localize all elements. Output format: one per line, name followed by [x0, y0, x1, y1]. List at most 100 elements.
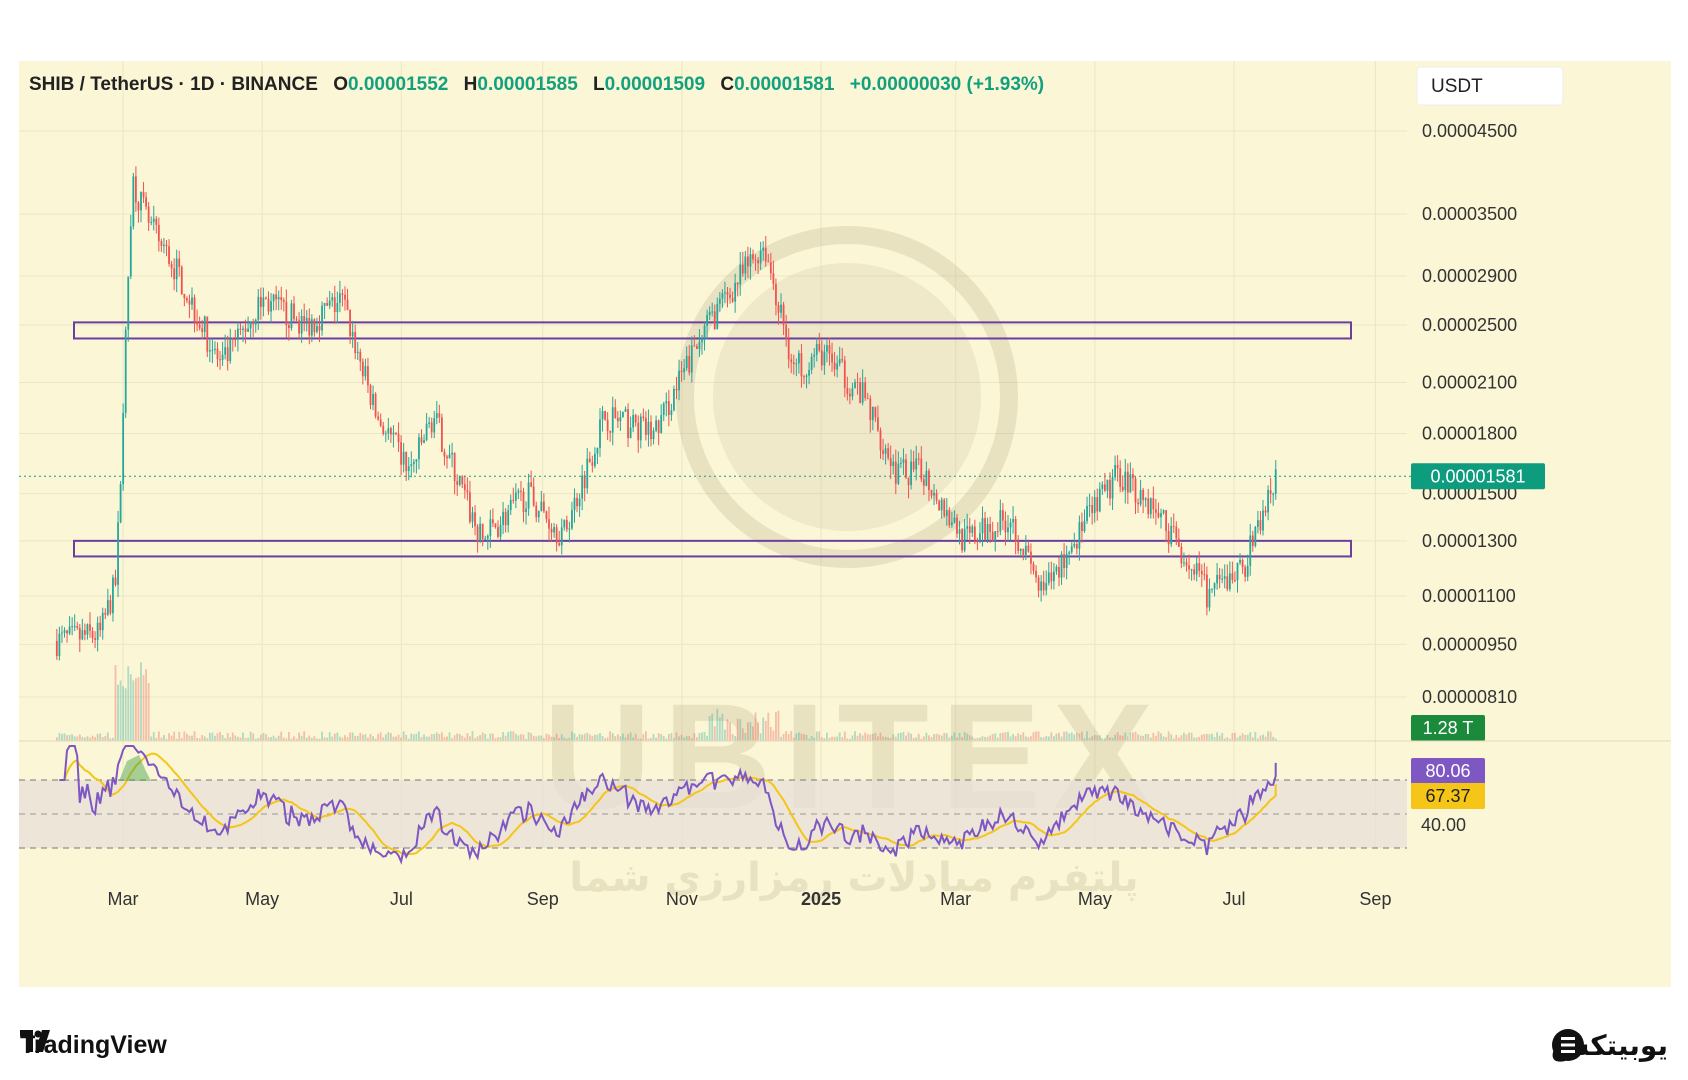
candle-body [632, 414, 635, 428]
candle-body [1226, 576, 1229, 590]
candle-body [938, 500, 941, 511]
volume-bar [639, 738, 642, 741]
volume-bar [1167, 731, 1170, 741]
volume-bar [1264, 736, 1267, 741]
candle-body [293, 303, 295, 320]
volume-bar [145, 669, 147, 741]
candle-body [211, 349, 214, 351]
candle-body [425, 423, 428, 441]
candle-body [1052, 571, 1055, 582]
candle-body [685, 355, 688, 369]
volume-bar [99, 733, 102, 741]
candle-body [973, 526, 976, 541]
candle-body [244, 328, 247, 332]
price-axis[interactable]: 0.00004500 0.00003500 0.00002900 0.00002500… [1422, 121, 1517, 707]
candle-body [395, 432, 397, 434]
candle-body [673, 388, 675, 411]
candle-body [1078, 522, 1081, 549]
candle-body [333, 297, 336, 313]
volume-bar [655, 737, 657, 741]
volume-bar [453, 735, 456, 741]
volume-bar [537, 735, 540, 741]
candle-body [1272, 493, 1275, 495]
candle-body [815, 343, 818, 355]
candle-body [698, 341, 701, 349]
volume-bar [1055, 733, 1058, 741]
candle-body [882, 450, 884, 454]
candle-body [560, 527, 563, 546]
volume-bar [208, 732, 211, 741]
candle-body [134, 176, 137, 203]
high-value: 0.00001585 [477, 74, 578, 95]
volume-bar [1098, 735, 1101, 741]
time-tick-label: Jul [390, 889, 413, 909]
candle-body [1165, 510, 1167, 532]
volume-bar [859, 733, 861, 741]
candle-body [1152, 498, 1155, 510]
candle-body [925, 470, 928, 486]
volume-bar [331, 736, 334, 741]
candle-body [1149, 498, 1152, 515]
candle-body [367, 366, 369, 386]
volume-bar [277, 735, 280, 741]
volume-bar [571, 731, 573, 741]
candle-body [1137, 502, 1139, 505]
volume-bar [481, 732, 484, 741]
candle-body [805, 375, 808, 377]
candle-body [484, 538, 487, 540]
price-chart[interactable]: UBITEX پلتفرم مبادلات رمزارزی شما SHIB /… [19, 61, 1671, 987]
volume-bar [124, 688, 127, 741]
candle-body [831, 353, 833, 363]
volume-bar [925, 732, 928, 741]
candle-body [407, 466, 410, 472]
candle-body [1231, 573, 1234, 580]
candle-body [61, 632, 63, 634]
volume-bar [971, 736, 974, 741]
volume-bar [219, 731, 221, 741]
svg-text:40.00: 40.00 [1421, 815, 1466, 835]
volume-bar [548, 734, 550, 741]
candle-body [1205, 574, 1208, 608]
candle-body [591, 462, 594, 466]
time-axis[interactable]: Mar May Jul Sep Nov 2025 Mar May Jul Sep [108, 889, 1392, 909]
volume-bar [1009, 736, 1012, 741]
candle-body [331, 297, 334, 301]
volume-bar [384, 734, 387, 741]
volume-bar [140, 662, 142, 741]
candle-body [1091, 505, 1094, 514]
currency-selector[interactable]: USDT [1416, 66, 1564, 106]
volume-bar [438, 733, 441, 741]
candle-body [323, 303, 326, 306]
volume-bar [1019, 734, 1022, 741]
volume-bar [851, 735, 854, 741]
candle-body [848, 393, 851, 397]
volume-bar [1267, 731, 1269, 741]
volume-bar [731, 734, 734, 741]
volume-bar [497, 737, 499, 741]
candle-body [145, 197, 147, 207]
candle-body [976, 540, 979, 542]
candle-body [749, 254, 752, 267]
candle-body [418, 437, 420, 460]
candle-body [573, 497, 576, 511]
volume-bar [1216, 732, 1218, 741]
volume-bar [981, 736, 984, 741]
candle-body [1024, 545, 1027, 555]
candle-body [790, 359, 793, 363]
rsi-badges: 80.06 67.37 40.00 [1411, 758, 1485, 835]
candle-body [239, 328, 242, 330]
volume-bar [147, 683, 150, 741]
candle-body [713, 311, 716, 330]
candle-body [178, 258, 181, 268]
volume-bar [780, 736, 782, 741]
candle-body [71, 626, 74, 628]
candle-body [443, 451, 446, 457]
volume-bar [392, 736, 395, 741]
rsi-pane[interactable] [19, 740, 1671, 865]
candle-body [175, 258, 178, 280]
volume-bar [430, 733, 433, 741]
volume-bar [854, 731, 856, 741]
volume-bar [693, 733, 696, 741]
volume-bar [175, 738, 178, 741]
volume-bar [869, 734, 872, 741]
